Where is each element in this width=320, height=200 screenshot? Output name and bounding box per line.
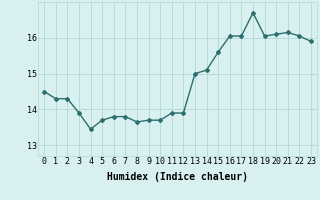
X-axis label: Humidex (Indice chaleur): Humidex (Indice chaleur) — [107, 172, 248, 182]
